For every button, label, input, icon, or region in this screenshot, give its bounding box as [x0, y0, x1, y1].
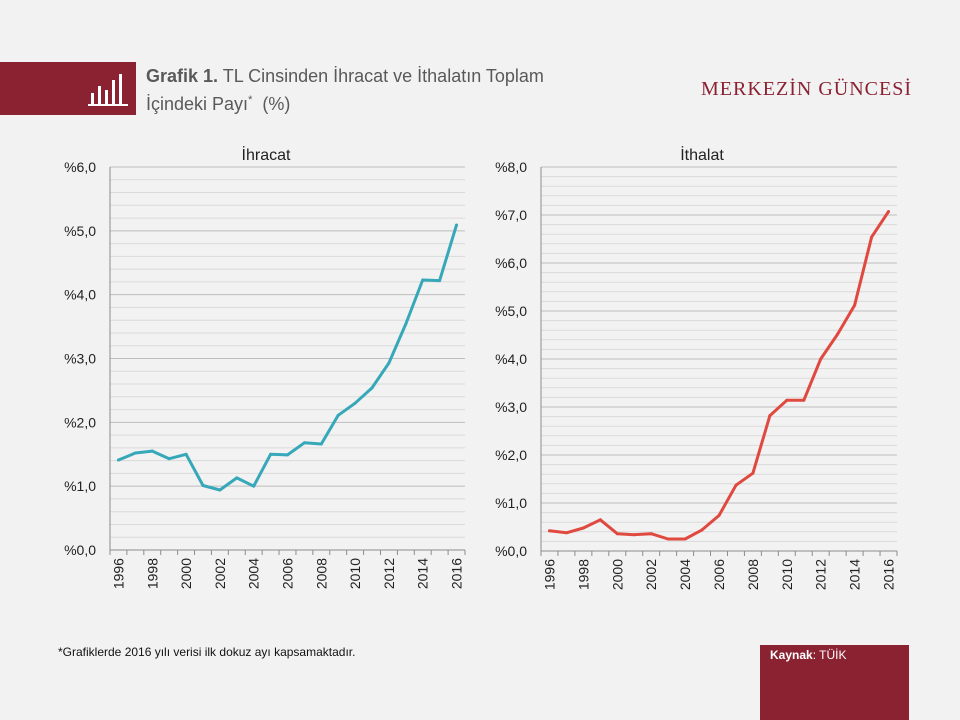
ithalat-x-tick-label: 2004: [677, 559, 693, 590]
ithalat-data-point: [768, 414, 772, 418]
ihracat-data-point: [235, 476, 239, 480]
ithalat-x-tick-label: 2016: [881, 559, 897, 590]
ithalat-y-tick-label: %8,0: [495, 159, 527, 175]
ihracat-x-tick-label: 2002: [212, 558, 228, 589]
ithalat-data-point: [581, 526, 585, 530]
bar-chart-icon: [88, 74, 128, 106]
ithalat-x-tick-label: 2000: [609, 559, 625, 590]
ithalat-series-line: [548, 210, 890, 541]
ithalat-data-point: [836, 332, 840, 336]
ithalat-x-tick-label: 1996: [541, 559, 557, 590]
ihracat-x-tick-label: 2012: [381, 558, 397, 589]
ihracat-y-tick-label: %0,0: [64, 542, 96, 558]
ithalat-data-point: [615, 532, 619, 536]
title-unit: (%): [262, 94, 291, 114]
ithalat-data-point: [700, 528, 704, 532]
ihracat-x-tick-label: 2006: [280, 558, 296, 589]
ihracat-data-point: [421, 278, 425, 282]
ihracat-data-point: [302, 441, 306, 445]
ithalat-data-point: [547, 529, 551, 533]
ithalat-chart-title: İthalat: [680, 145, 724, 164]
ihracat-data-point: [353, 401, 357, 405]
ithalat-y-tick-label: %2,0: [495, 447, 527, 463]
ihracat-data-point: [116, 458, 120, 462]
source-note: Kaynak: TÜİK: [770, 648, 847, 662]
ihracat-data-point: [167, 457, 171, 461]
source-value: : TÜİK: [812, 648, 847, 662]
ihracat-data-point: [184, 452, 188, 456]
ihracat-y-tick-label: %6,0: [64, 159, 96, 175]
ithalat-data-point: [632, 533, 636, 537]
ihracat-data-point: [201, 484, 205, 488]
ihracat-x-tick-label: 2008: [313, 558, 329, 589]
ihracat-data-point: [438, 279, 442, 283]
footnote: *Grafiklerde 2016 yılı verisi ilk dokuz …: [58, 645, 356, 659]
ihracat-data-point: [319, 442, 323, 446]
brand-logo: MERKEZİN GÜNCESİ: [701, 78, 912, 100]
ithalat-data-point: [598, 518, 602, 522]
ithalat-x-tick-label: 2012: [813, 559, 829, 590]
ithalat-data-point: [785, 398, 789, 402]
ithalat-data-point: [870, 235, 874, 239]
ithalat-x-tick-label: 2014: [847, 559, 863, 590]
source-label: Kaynak: [770, 648, 813, 662]
ithalat-data-point: [649, 532, 653, 536]
ithalat-data-point: [717, 513, 721, 517]
ihracat-x-tick-label: 1996: [110, 558, 126, 589]
ihracat-data-point: [218, 488, 222, 492]
ithalat-x-tick-label: 2008: [745, 559, 761, 590]
ihracat-data-point: [252, 484, 256, 488]
ithalat-data-point: [683, 537, 687, 541]
ithalat-y-tick-label: %6,0: [495, 255, 527, 271]
ihracat-y-tick-label: %4,0: [64, 287, 96, 303]
ihracat-x-tick-label: 2010: [347, 558, 363, 589]
ithalat-y-tick-label: %1,0: [495, 495, 527, 511]
ithalat-data-point: [751, 471, 755, 475]
ihracat-x-tick-label: 2000: [178, 558, 194, 589]
ihracat-data-point: [150, 449, 154, 453]
ihracat-data-point: [269, 452, 273, 456]
ithalat-data-point: [853, 303, 857, 307]
ithalat-data-point: [802, 398, 806, 402]
ihracat-x-tick-label: 2016: [449, 558, 465, 589]
ithalat-y-tick-label: %4,0: [495, 351, 527, 367]
ithalat-data-point: [819, 357, 823, 361]
title-number: Grafik 1.: [146, 66, 219, 86]
ihracat-x-tick-label: 2014: [415, 558, 431, 589]
ithalat-x-tick-label: 2006: [711, 559, 727, 590]
ihracat-data-point: [404, 322, 408, 326]
ihracat-data-point: [133, 451, 137, 455]
ithalat-data-point: [887, 210, 891, 214]
ithalat-data-point: [564, 531, 568, 535]
title-footnote-mark: *: [248, 94, 253, 106]
ithalat-x-tick-label: 2010: [779, 559, 795, 590]
ithalat-data-point: [734, 483, 738, 487]
ihracat-y-tick-label: %2,0: [64, 414, 96, 430]
ihracat-chart-title: İhracat: [242, 145, 291, 164]
ithalat-data-point: [666, 537, 670, 541]
ihracat-data-point: [336, 413, 340, 417]
ihracat-y-tick-label: %1,0: [64, 478, 96, 494]
chart-title: Grafik 1. TL Cinsinden İhracat ve İthala…: [146, 64, 706, 116]
ihracat-y-tick-label: %5,0: [64, 223, 96, 239]
ithalat-y-tick-label: %5,0: [495, 303, 527, 319]
ihracat-series-line: [117, 223, 458, 492]
ihracat-y-tick-label: %3,0: [64, 351, 96, 367]
ihracat-data-point: [286, 453, 289, 457]
title-line2: İçindeki Payı: [146, 94, 249, 114]
ithalat-y-tick-label: %7,0: [495, 207, 527, 223]
ihracat-data-point: [387, 361, 391, 365]
ithalat-x-tick-label: 2002: [643, 559, 659, 590]
ihracat-x-tick-label: 1998: [144, 558, 160, 589]
ithalat-x-tick-label: 1998: [575, 559, 591, 590]
source-box: [760, 645, 909, 720]
ihracat-data-point: [370, 386, 374, 390]
ihracat-x-tick-label: 2004: [246, 558, 262, 589]
ithalat-y-tick-label: %0,0: [495, 543, 527, 559]
title-line1: TL Cinsinden İhracat ve İthalatın Toplam: [222, 66, 544, 86]
ihracat-data-point: [455, 223, 459, 227]
ithalat-y-tick-label: %3,0: [495, 399, 527, 415]
